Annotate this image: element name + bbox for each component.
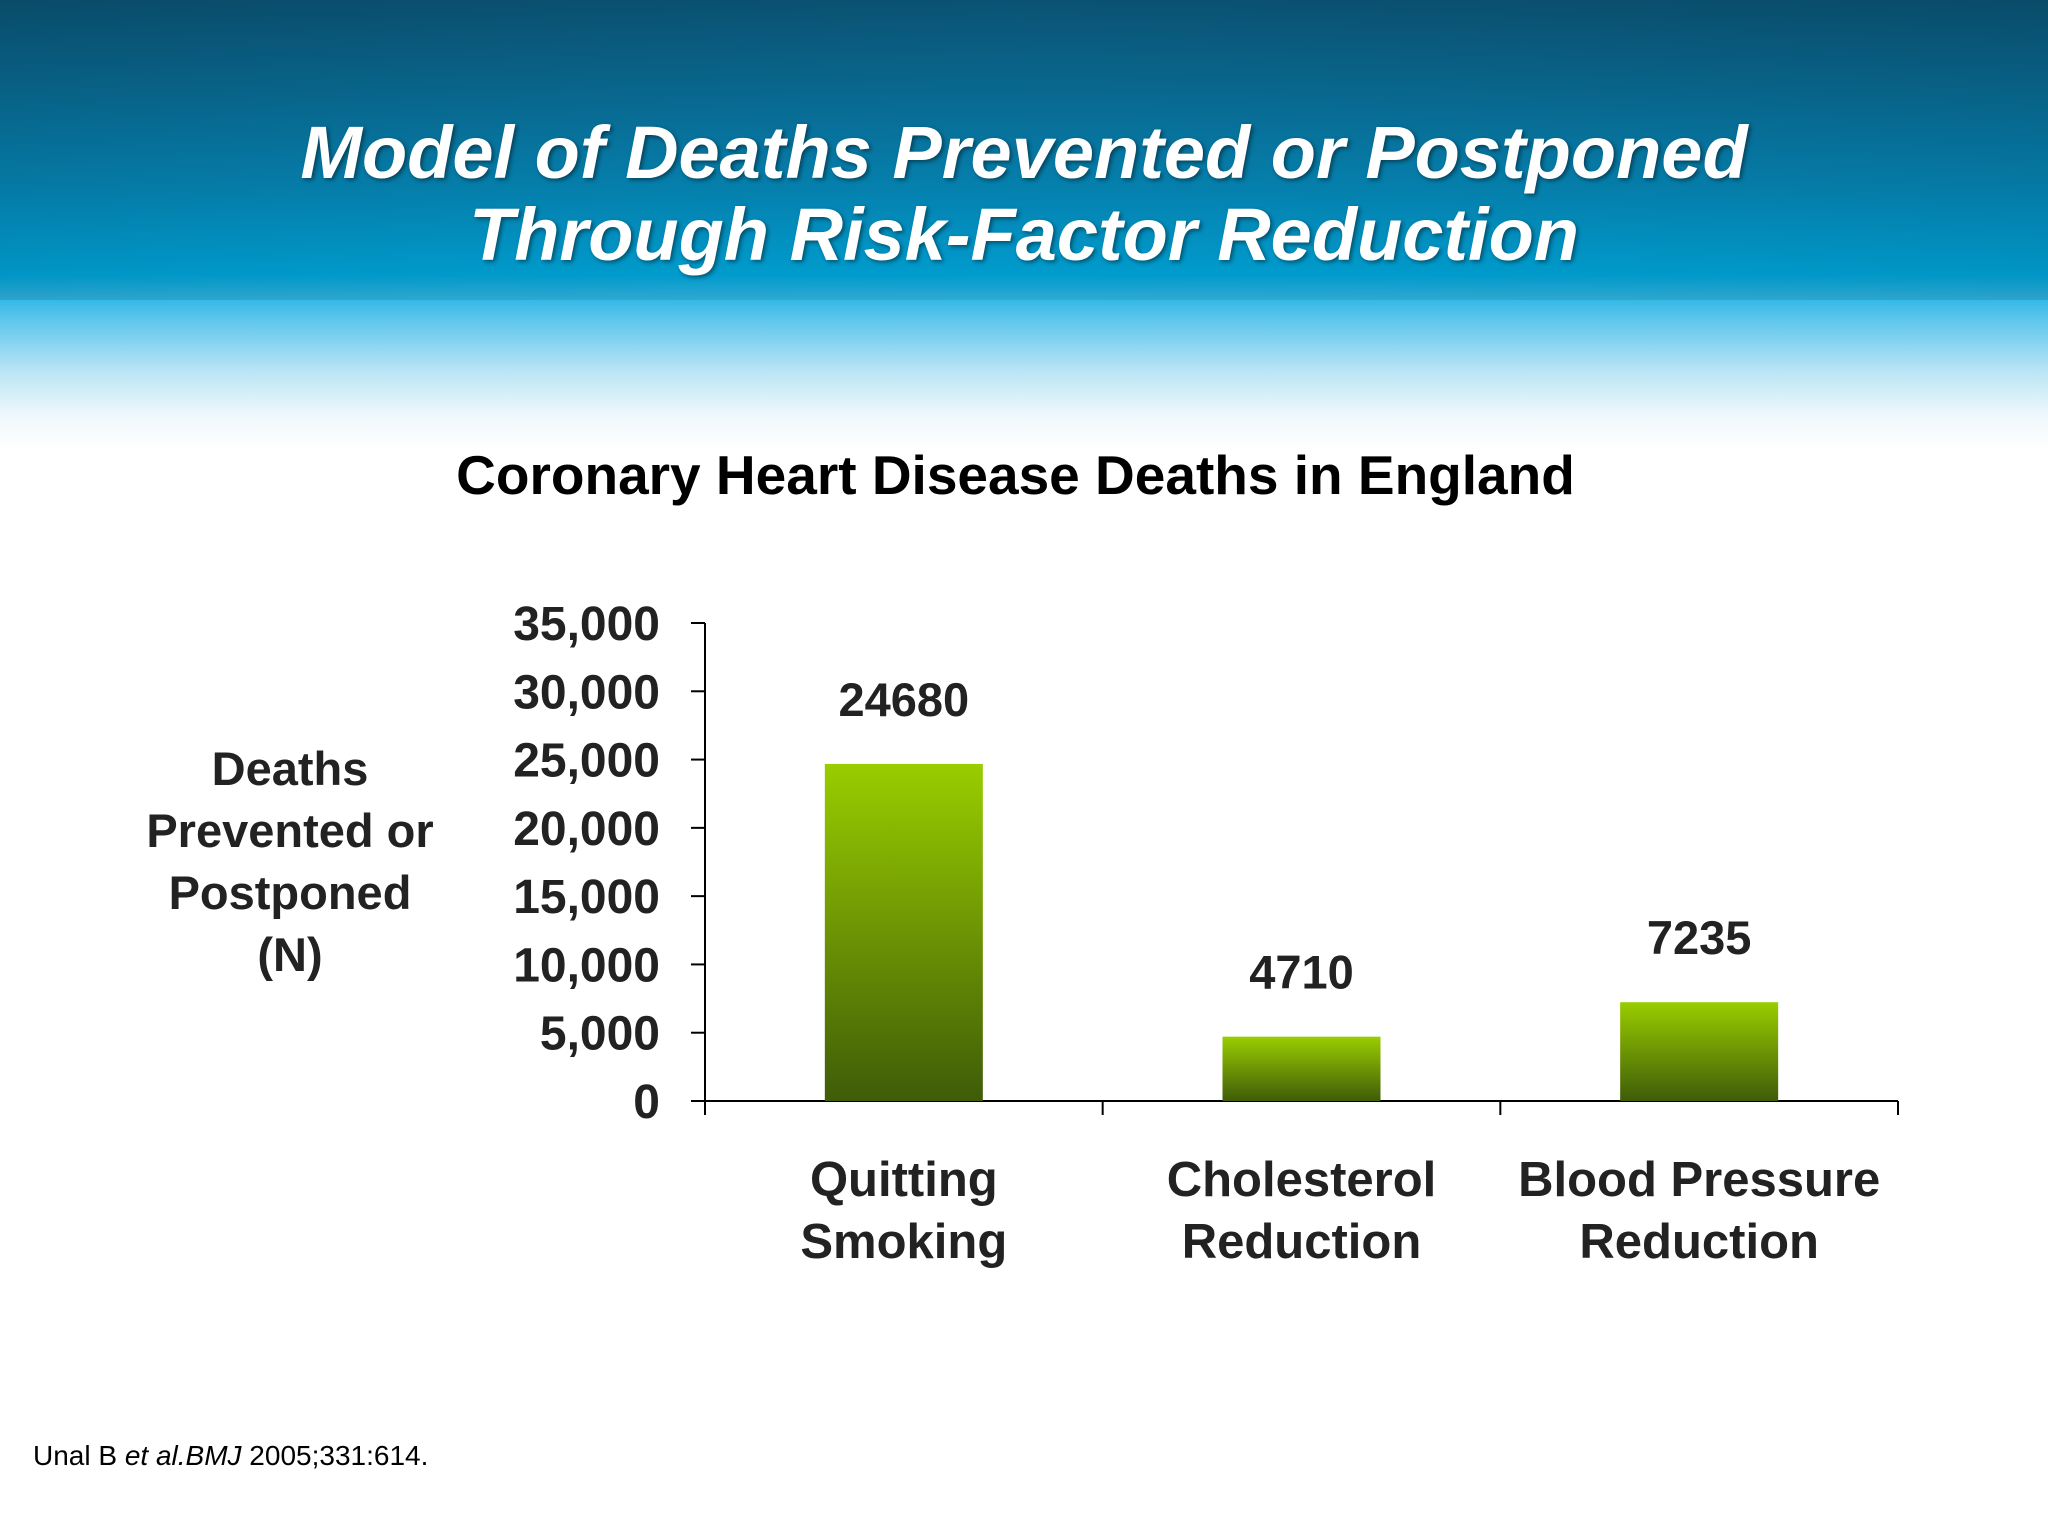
citation-author: Unal B	[33, 1440, 125, 1471]
y-axis-label-line-3: Postponed	[168, 866, 412, 919]
y-axis-label-line-1: Deaths	[211, 742, 369, 795]
y-axis-label-line-4: (N)	[257, 928, 323, 981]
header-shading	[0, 0, 2048, 300]
y-tick-label: 20,000	[513, 803, 660, 856]
header-band	[0, 0, 2048, 450]
chart-title: Coronary Heart Disease Deaths in England	[456, 444, 1575, 506]
citation: Unal B et al.BMJ 2005;331:614.	[33, 1439, 428, 1473]
y-tick-label: 5,000	[540, 1008, 660, 1061]
data-label: 4710	[1249, 946, 1354, 999]
category-label: Blood Pressure	[1518, 1153, 1880, 1207]
category-label: Smoking	[800, 1215, 1007, 1269]
y-tick-label: 0	[633, 1076, 660, 1129]
y-tick-label: 35,000	[513, 598, 660, 651]
slide-title-line-2: Through Risk-Factor Reduction	[469, 193, 1579, 276]
y-tick-label: 15,000	[513, 871, 660, 924]
bar	[824, 763, 983, 1101]
y-tick-label: 10,000	[513, 939, 660, 992]
category-label: Quitting	[810, 1153, 998, 1207]
data-label: 24680	[838, 673, 969, 726]
bar	[1620, 1002, 1779, 1101]
y-axis-label-line-2: Prevented or	[146, 804, 434, 857]
citation-etal: et al.	[124, 1440, 186, 1471]
bar	[1222, 1036, 1381, 1101]
citation-journal: BMJ	[185, 1440, 242, 1471]
category-label: Reduction	[1182, 1215, 1422, 1269]
slide-title-line-1: Model of Deaths Prevented or Postponed	[300, 111, 1748, 194]
y-tick-label: 25,000	[513, 735, 660, 788]
y-tick-label: 30,000	[513, 666, 660, 719]
y-axis-label: Deaths Prevented or Postponed (N)	[115, 738, 465, 986]
slide-title: Model of Deaths Prevented or Postponed T…	[0, 112, 2048, 276]
category-label: Cholesterol	[1167, 1153, 1437, 1207]
category-label: Reduction	[1579, 1215, 1819, 1269]
data-label: 7235	[1647, 911, 1752, 964]
citation-ref: 2005;331:614.	[241, 1440, 429, 1471]
